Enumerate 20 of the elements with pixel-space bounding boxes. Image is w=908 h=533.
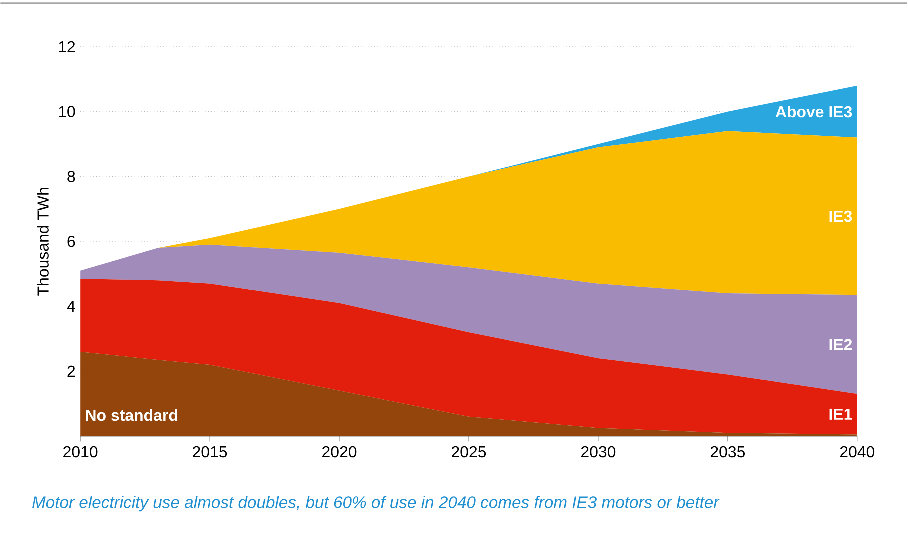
y-axis-title: Thousand TWh (37, 188, 49, 296)
x-tick-label: 2030 (581, 446, 616, 458)
y-tick-label: 10 (59, 106, 76, 118)
series-label: IE3 (830, 210, 852, 222)
series-label: IE1 (830, 408, 852, 420)
x-tick-label: 2020 (322, 446, 357, 458)
y-tick-label: 8 (68, 170, 76, 182)
y-tick-label: 12 (59, 41, 76, 52)
x-tick-label: 2025 (452, 446, 486, 458)
series-label: No standard (86, 409, 178, 422)
x-tick-label: 2035 (710, 446, 746, 458)
y-tick-label: 2 (68, 366, 76, 377)
x-tick-label: 2015 (193, 446, 228, 458)
x-tick-label: 2010 (64, 446, 98, 458)
x-tick-label: 2040 (840, 446, 875, 458)
series-label: IE2 (830, 339, 852, 350)
series-label: Above IE3 (776, 106, 852, 118)
y-tick-label: 4 (67, 300, 76, 312)
text: Motor electricity use almost doubles, but 60% of use in 2040 comes from IE3 motors or better (32, 496, 720, 512)
y-tick-label: 6 (68, 236, 76, 248)
